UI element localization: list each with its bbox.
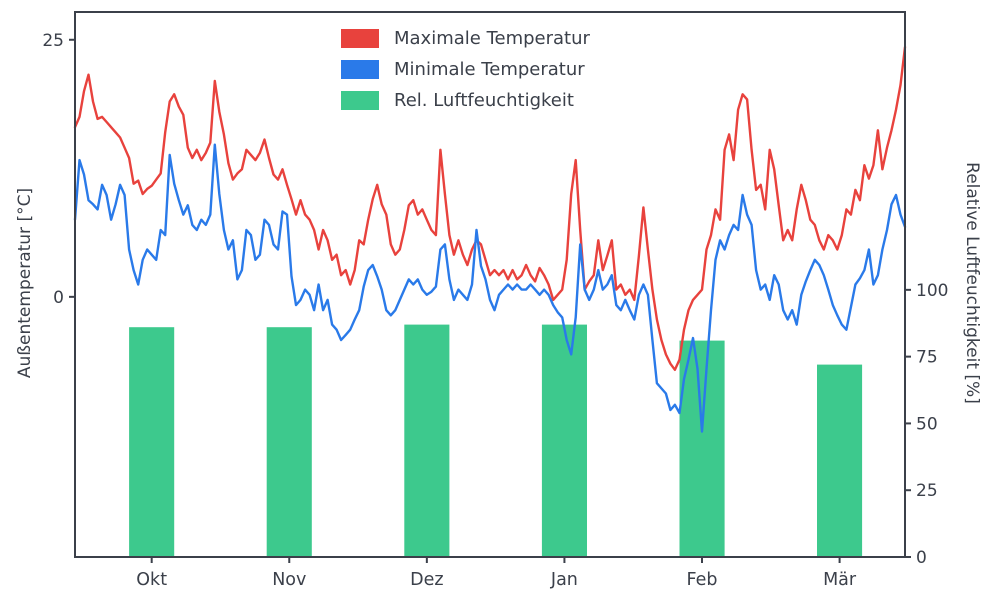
min-temp-swatch [341, 60, 379, 79]
left-tick-label: 25 [42, 31, 64, 51]
x-tick-label-mär: Mär [823, 570, 857, 590]
left-tick-label: 0 [53, 288, 64, 308]
humidity-bar-dez [404, 324, 450, 557]
right-tick-label: 75 [916, 348, 938, 368]
max-temp-line [73, 45, 907, 371]
humidity-bar-feb [679, 340, 725, 557]
legend-label-min-temp: Minimale Temperatur [394, 59, 585, 80]
right-axis-title: Relative Luftfeuchtigkeit [%] [962, 162, 982, 404]
humidity-bar-nov [266, 327, 312, 557]
humidity-bar-mär [817, 364, 863, 557]
x-tick-label-feb: Feb [687, 570, 718, 590]
max-temp-swatch [341, 29, 379, 48]
right-tick-label: 0 [916, 548, 927, 568]
x-tick-label-dez: Dez [410, 570, 443, 590]
legend-item-min-temp: Minimale Temperatur [341, 59, 590, 80]
right-tick-label: 25 [916, 481, 938, 501]
humidity-swatch [341, 91, 379, 110]
x-tick-label-okt: Okt [136, 570, 167, 590]
legend: Maximale Temperatur Minimale Temperatur … [341, 28, 590, 111]
humidity-bar-jan [541, 324, 587, 557]
right-tick-label: 50 [916, 414, 938, 434]
legend-label-humidity: Rel. Luftfeuchtigkeit [394, 90, 574, 111]
x-tick-label-jan: Jan [550, 570, 578, 590]
x-tick-label-nov: Nov [272, 570, 306, 590]
plot-border [74, 11, 906, 558]
right-tick-label: 100 [916, 281, 948, 301]
legend-label-max-temp: Maximale Temperatur [394, 28, 590, 49]
humidity-bar-okt [129, 327, 175, 557]
legend-item-humidity: Rel. Luftfeuchtigkeit [341, 90, 590, 111]
legend-item-max-temp: Maximale Temperatur [341, 28, 590, 49]
left-axis-title: Außentemperatur [°C] [15, 187, 35, 379]
min-temp-line [73, 143, 907, 433]
